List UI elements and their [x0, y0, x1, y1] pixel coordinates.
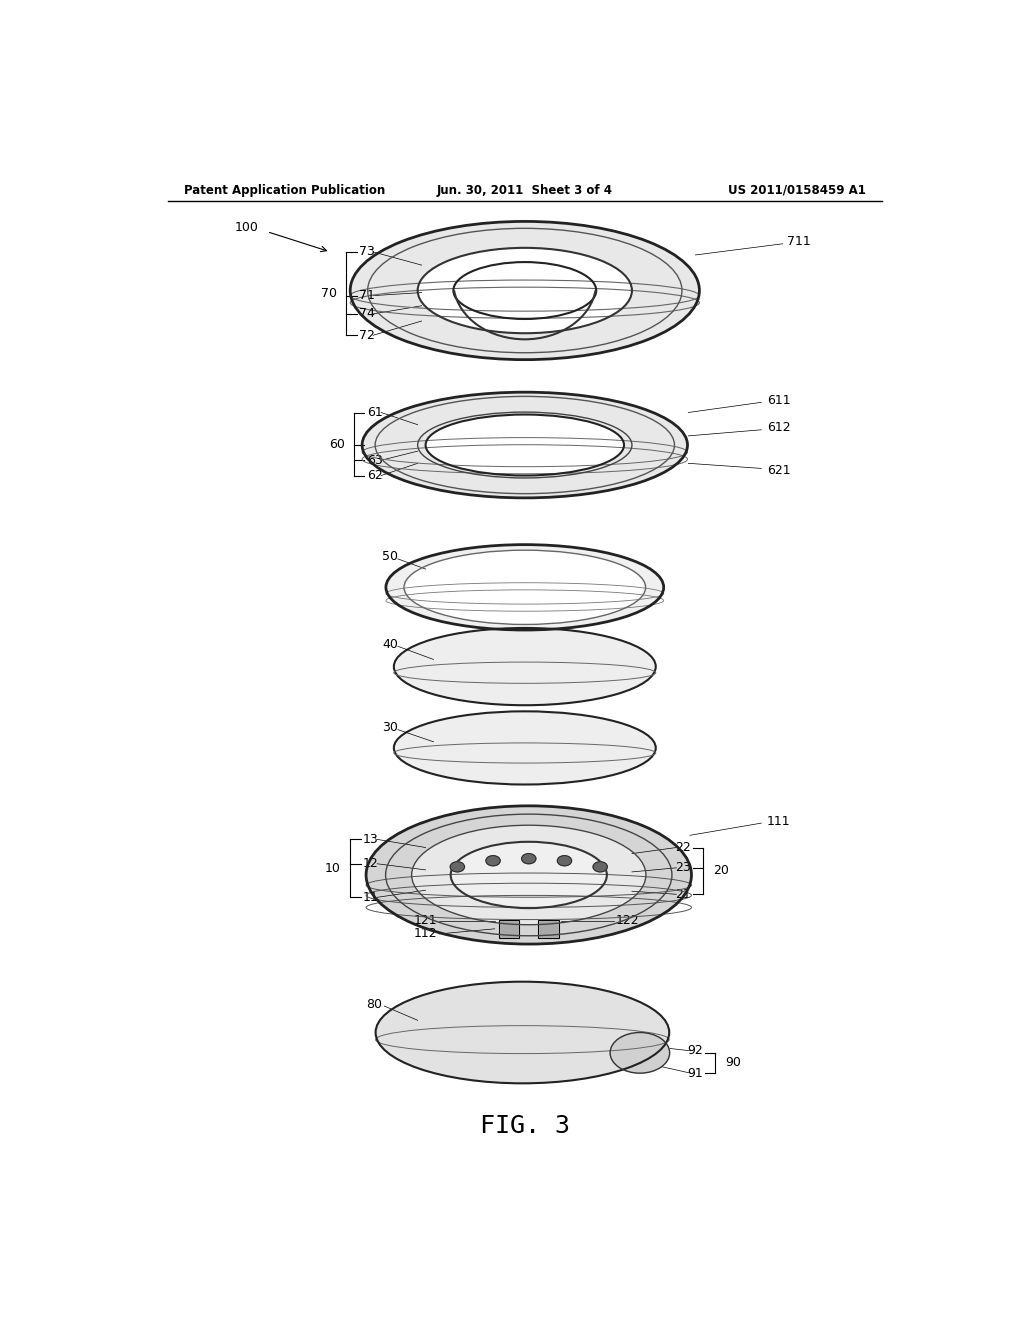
Ellipse shape: [486, 855, 500, 866]
Bar: [499, 920, 519, 939]
Bar: [499, 920, 519, 939]
Ellipse shape: [426, 414, 624, 475]
Ellipse shape: [521, 854, 536, 863]
Ellipse shape: [362, 392, 687, 498]
Text: 73: 73: [359, 246, 375, 259]
Text: 74: 74: [359, 308, 375, 321]
Text: 30: 30: [382, 721, 397, 734]
Text: 121: 121: [414, 915, 437, 927]
Text: 122: 122: [616, 915, 640, 927]
Text: 70: 70: [321, 286, 337, 300]
Ellipse shape: [394, 711, 655, 784]
Bar: [539, 920, 559, 939]
Text: 621: 621: [767, 463, 791, 477]
Text: 22: 22: [675, 841, 690, 854]
Text: 100: 100: [236, 220, 259, 234]
Text: US 2011/0158459 A1: US 2011/0158459 A1: [728, 183, 866, 197]
Text: 71: 71: [359, 289, 375, 302]
Text: 13: 13: [362, 833, 379, 846]
Text: 60: 60: [329, 437, 345, 450]
Text: 90: 90: [725, 1056, 740, 1069]
Text: 112: 112: [414, 928, 437, 940]
Text: 62: 62: [367, 469, 383, 482]
Bar: [539, 920, 559, 939]
Ellipse shape: [412, 825, 646, 925]
Ellipse shape: [376, 982, 670, 1084]
Text: 91: 91: [687, 1067, 702, 1080]
Ellipse shape: [386, 545, 664, 630]
Ellipse shape: [593, 862, 607, 873]
Text: 12: 12: [362, 857, 379, 870]
Text: 10: 10: [325, 862, 341, 875]
Ellipse shape: [394, 628, 655, 705]
Ellipse shape: [610, 1032, 670, 1073]
Text: 61: 61: [367, 407, 383, 418]
Ellipse shape: [407, 550, 643, 623]
Text: 72: 72: [359, 329, 375, 342]
Text: 612: 612: [767, 421, 791, 434]
Text: 40: 40: [382, 638, 397, 651]
Text: 111: 111: [767, 814, 791, 828]
Text: 80: 80: [366, 998, 382, 1011]
Text: 11: 11: [362, 891, 379, 904]
Ellipse shape: [557, 855, 571, 866]
Text: 50: 50: [382, 550, 397, 564]
Text: FIG. 3: FIG. 3: [480, 1114, 569, 1138]
Ellipse shape: [451, 842, 607, 908]
Text: Jun. 30, 2011  Sheet 3 of 4: Jun. 30, 2011 Sheet 3 of 4: [437, 183, 612, 197]
Ellipse shape: [350, 222, 699, 359]
Text: Patent Application Publication: Patent Application Publication: [183, 183, 385, 197]
Text: 711: 711: [786, 235, 810, 248]
Ellipse shape: [367, 805, 691, 944]
Text: 611: 611: [767, 393, 791, 407]
Text: 63: 63: [367, 454, 383, 467]
Text: 21: 21: [675, 888, 690, 900]
Text: 20: 20: [713, 865, 729, 878]
Ellipse shape: [451, 862, 465, 873]
Text: 23: 23: [675, 862, 690, 874]
Text: 92: 92: [687, 1044, 702, 1057]
Ellipse shape: [418, 248, 632, 333]
